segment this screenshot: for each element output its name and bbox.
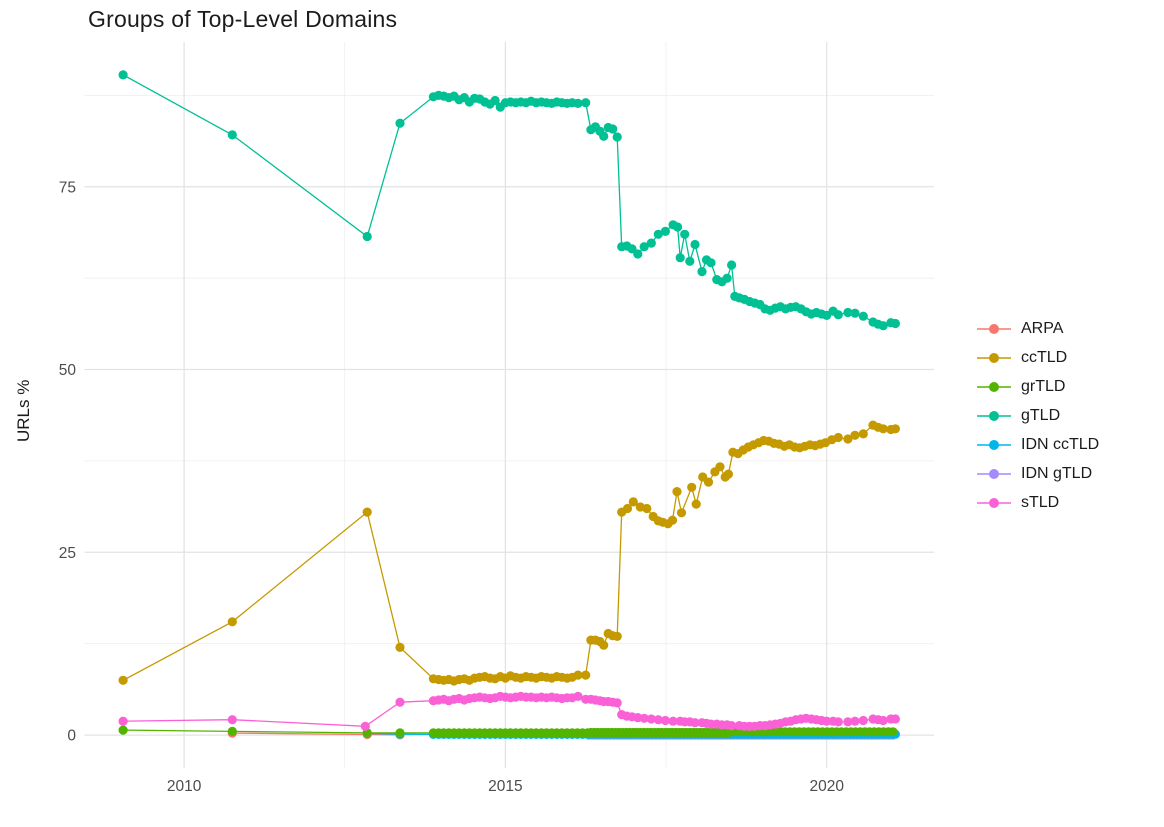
legend-item-idn-cctld: IDN ccTLD bbox=[976, 436, 1100, 453]
legend-item-arpa: ARPA bbox=[976, 320, 1099, 337]
series-stld bbox=[118, 691, 901, 731]
svg-text:75: 75 bbox=[59, 179, 76, 196]
svg-text:2010: 2010 bbox=[167, 778, 202, 795]
legend-label: grTLD bbox=[1021, 378, 1066, 395]
legend-label: sTLD bbox=[1021, 494, 1060, 511]
legend: ARPA ccTLD grTLD gTLD IDN ccTLD IDN gTLD sTLD bbox=[976, 320, 1100, 524]
svg-text:2015: 2015 bbox=[488, 778, 522, 795]
series-cctld bbox=[118, 420, 901, 686]
legend-key-icon bbox=[977, 440, 1011, 450]
svg-text:0: 0 bbox=[67, 728, 76, 745]
legend-key-icon bbox=[977, 353, 1011, 363]
svg-text:50: 50 bbox=[59, 362, 77, 379]
legend-item-stld: sTLD bbox=[976, 494, 1099, 511]
legend-item-grtld: grTLD bbox=[976, 378, 1099, 395]
x-tick-labels: 2010 2015 2020 bbox=[167, 778, 844, 795]
legend-key-icon bbox=[977, 469, 1011, 479]
grid-major bbox=[84, 42, 934, 768]
y-tick-labels: 0 25 50 75 bbox=[59, 179, 77, 744]
legend-key-icon bbox=[977, 382, 1011, 392]
legend-item-idn-gtld: IDN gTLD bbox=[976, 465, 1099, 482]
legend-key-icon bbox=[977, 498, 1011, 508]
legend-item-cctld: ccTLD bbox=[976, 349, 1099, 366]
grid-minor bbox=[84, 42, 934, 768]
legend-label: IDN ccTLD bbox=[1021, 436, 1100, 453]
svg-text:25: 25 bbox=[59, 545, 76, 562]
series-gtld bbox=[118, 70, 901, 331]
legend-label: IDN gTLD bbox=[1021, 465, 1093, 482]
chart-title: Groups of Top-Level Domains bbox=[88, 6, 398, 32]
series-grtld bbox=[118, 725, 898, 738]
legend-label: gTLD bbox=[1021, 407, 1061, 424]
svg-text:2020: 2020 bbox=[809, 778, 844, 795]
legend-label: ccTLD bbox=[1021, 349, 1068, 366]
legend-label: ARPA bbox=[1021, 320, 1064, 337]
legend-key-icon bbox=[977, 411, 1011, 421]
legend-key-icon bbox=[977, 324, 1011, 334]
legend-item-gtld: gTLD bbox=[976, 407, 1099, 424]
